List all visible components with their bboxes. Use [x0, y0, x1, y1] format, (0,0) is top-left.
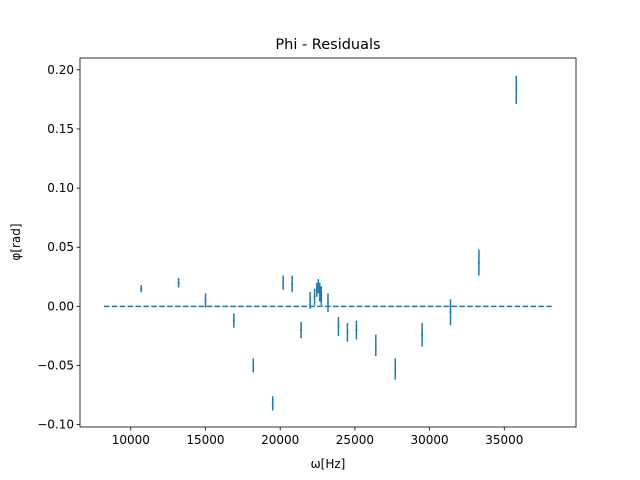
point-marker	[309, 299, 312, 302]
y-tick-label: 0.00	[47, 299, 74, 313]
x-tick-label: 20000	[261, 433, 299, 447]
data-point	[515, 75, 518, 105]
plot-frame	[79, 57, 577, 428]
point-marker	[313, 295, 316, 298]
data-point	[177, 277, 180, 288]
y-tick-label: −0.10	[37, 418, 74, 432]
y-tick-label: −0.05	[37, 359, 74, 373]
y-tick-label: 0.20	[47, 63, 74, 77]
chart-title: Phi - Residuals	[275, 37, 380, 53]
y-axis-title: φ[rad]	[9, 223, 23, 260]
data-point	[317, 279, 320, 294]
x-tick-label: 25000	[336, 433, 374, 447]
y-axis-ticks: −0.10 −0.05 0.00 0.05 0.10 0.15 0.20	[37, 63, 80, 432]
x-axis-title: ω[Hz]	[311, 457, 346, 471]
data-point	[318, 282, 321, 302]
point-marker	[317, 285, 320, 288]
plot-content	[103, 75, 553, 411]
point-marker	[271, 402, 274, 405]
x-tick-label: 15000	[186, 433, 224, 447]
point-marker	[291, 282, 294, 285]
point-marker	[177, 281, 180, 284]
data-point	[346, 322, 349, 342]
point-marker	[140, 287, 143, 290]
y-tick-label: 0.10	[47, 181, 74, 195]
data-point	[355, 320, 358, 340]
point-marker	[337, 325, 340, 328]
point-marker	[346, 331, 349, 334]
data-point	[421, 322, 424, 347]
point-marker	[282, 281, 285, 284]
x-tick-label: 35000	[485, 433, 523, 447]
x-tick-label: 10000	[112, 433, 150, 447]
y-tick-label: 0.05	[47, 240, 74, 254]
point-marker	[355, 329, 358, 332]
data-point	[337, 317, 340, 336]
data-point	[477, 249, 480, 276]
data-point	[320, 286, 323, 306]
data-point	[291, 275, 294, 293]
data-point	[271, 396, 274, 411]
point-marker	[327, 301, 329, 304]
data-point	[232, 313, 235, 328]
point-marker	[320, 294, 323, 297]
data-point	[315, 282, 318, 297]
point-marker	[394, 368, 397, 371]
point-marker	[318, 291, 321, 294]
point-marker	[300, 329, 303, 332]
data-point	[300, 321, 303, 339]
data-point	[374, 334, 377, 357]
data-point	[394, 358, 397, 380]
point-marker	[515, 88, 518, 91]
y-tick-label: 0.15	[47, 122, 74, 136]
point-marker	[421, 333, 424, 336]
data-point	[282, 275, 285, 290]
point-marker	[315, 288, 318, 291]
point-marker	[449, 311, 452, 314]
x-axis-ticks: 10000 15000 20000 25000 30000 35000	[112, 427, 523, 447]
data-point	[204, 293, 207, 308]
point-marker	[374, 344, 377, 347]
point-marker	[477, 261, 480, 264]
data-point	[327, 293, 329, 313]
x-tick-label: 30000	[410, 433, 448, 447]
point-marker	[252, 364, 255, 367]
data-point	[313, 288, 316, 306]
point-marker	[204, 299, 207, 302]
point-marker	[232, 319, 235, 322]
data-point	[449, 299, 452, 326]
data-point	[252, 358, 255, 373]
data-point	[140, 285, 143, 293]
